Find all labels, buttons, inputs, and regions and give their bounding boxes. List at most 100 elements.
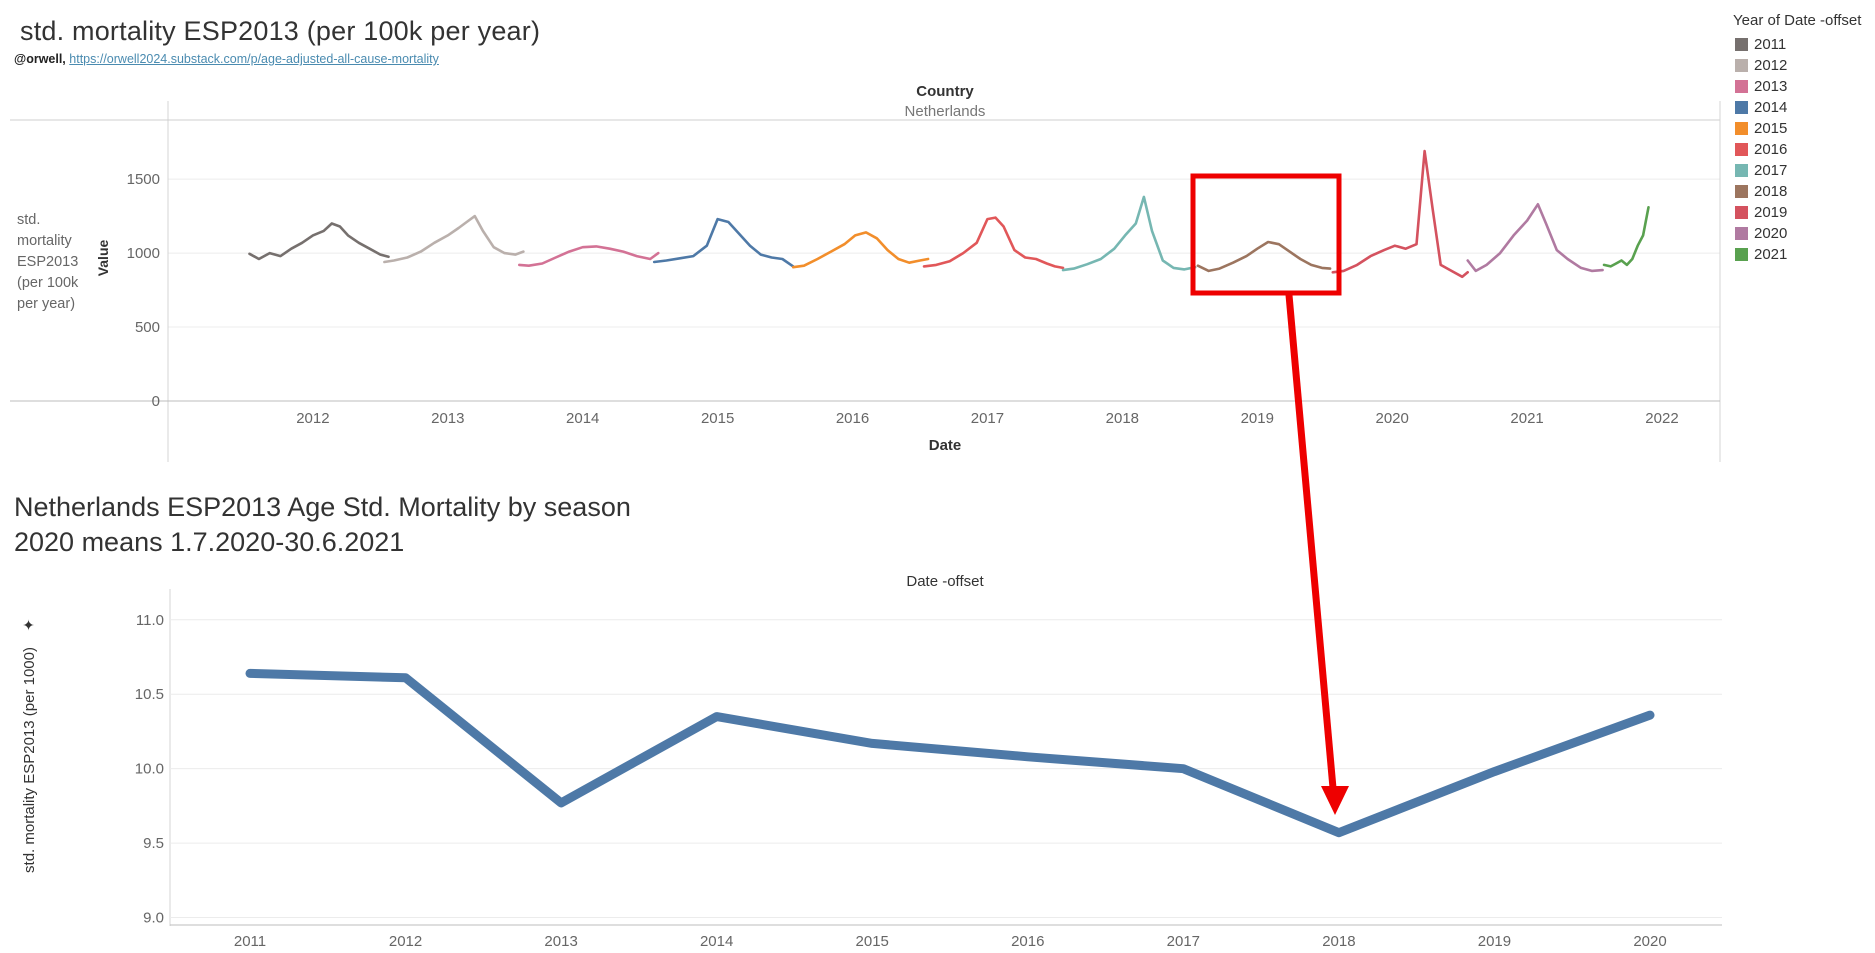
legend-item-2021[interactable]: 2021 [1733, 244, 1875, 265]
legend-item-2016[interactable]: 2016 [1733, 139, 1875, 160]
legend-item-2012[interactable]: 2012 [1733, 55, 1875, 76]
bottom-x-tick-label: 2020 [1633, 933, 1666, 950]
bottom-x-tick-label: 2018 [1322, 933, 1355, 950]
top-y-tick-label: 0 [152, 393, 160, 410]
series-line-2014[interactable] [652, 217, 795, 268]
legend-label: 2017 [1754, 162, 1788, 179]
top-x-tick-label: 2014 [566, 410, 599, 427]
bottom-x-tick-label: 2017 [1167, 933, 1200, 950]
bottom-title-line-1: Netherlands ESP2013 Age Std. Mortality b… [14, 492, 631, 522]
top-y-axis-title: Value [95, 240, 111, 277]
legend-label: 2019 [1754, 204, 1788, 221]
legend-item-2014[interactable]: 2014 [1733, 97, 1875, 118]
series-line-2016[interactable] [922, 216, 1065, 270]
bottom-y-tick-label: 10.5 [135, 686, 164, 703]
bottom-y-tick-label: 10.0 [135, 761, 164, 778]
top-x-tick-label: 2015 [701, 410, 734, 427]
top-x-tick-label: 2022 [1645, 410, 1678, 427]
bottom-x-tick-label: 2015 [856, 933, 889, 950]
legend-swatch [1735, 80, 1748, 93]
series-line-2011[interactable] [248, 222, 390, 261]
legend-label: 2016 [1754, 141, 1788, 158]
top-y-tick-label: 1500 [127, 171, 160, 188]
bottom-x-tick-label: 2012 [389, 933, 422, 950]
bottom-title-line-2: 2020 means 1.7.2020-30.6.2021 [14, 527, 405, 557]
byline: @orwell, https://orwell2024.substack.com… [14, 52, 439, 66]
bottom-chart: Date -offset std. mortality ESP2013 (per… [21, 573, 1722, 950]
top-x-axis-title: Date [929, 437, 962, 454]
legend-swatch [1735, 185, 1748, 198]
legend-swatch [1735, 227, 1748, 240]
series-line-2015[interactable] [791, 231, 930, 269]
side-label-line: per year) [17, 296, 75, 312]
legend-items: 2011 2012 2013 2014 2015 2016 2017 2018 2019 2020… [1733, 34, 1875, 265]
series-line-2012[interactable] [383, 214, 525, 264]
legend-swatch [1735, 248, 1748, 261]
top-y-tick-label: 1000 [127, 245, 160, 262]
legend-item-2015[interactable]: 2015 [1733, 118, 1875, 139]
top-x-tick-label: 2016 [836, 410, 869, 427]
legend-item-2019[interactable]: 2019 [1733, 202, 1875, 223]
country-header-value: Netherlands [905, 103, 986, 120]
series-line-2013[interactable] [518, 245, 660, 267]
bottom-series-group [245, 668, 1655, 838]
top-series-group [248, 149, 1650, 279]
legend-item-2018[interactable]: 2018 [1733, 181, 1875, 202]
series-line-2018[interactable] [1196, 240, 1332, 273]
sort-pin-icon[interactable]: ✦ [21, 619, 38, 632]
annotation-arrow-shaft [1285, 294, 1337, 789]
bottom-x-tick-label: 2013 [544, 933, 577, 950]
bottom-y-tick-label: 9.0 [143, 910, 164, 927]
chart-title: std. mortality ESP2013 (per 100k per yea… [20, 16, 541, 46]
bottom-header-label: Date -offset [906, 573, 984, 590]
top-x-tick-label: 2017 [971, 410, 1004, 427]
author-handle: @orwell, [14, 52, 66, 66]
source-link[interactable]: https://orwell2024.substack.com/p/age-ad… [69, 52, 439, 66]
series-line-2017[interactable] [1061, 195, 1197, 272]
bottom-x-tick-label: 2014 [700, 933, 733, 950]
legend-swatch [1735, 38, 1748, 51]
top-x-tick-label: 2013 [431, 410, 464, 427]
legend-title: Year of Date -offset [1733, 12, 1862, 29]
legend-item-2011[interactable]: 2011 [1733, 34, 1875, 55]
legend-label: 2015 [1754, 120, 1788, 137]
bottom-grid [170, 619, 1722, 919]
highlight-box [1190, 173, 1342, 296]
legend-item-2013[interactable]: 2013 [1733, 76, 1875, 97]
series-line-2021[interactable] [1602, 206, 1650, 268]
bottom-ticks: 9.0 9.5 10.0 10.5 11.0 2011 2012 2013 2014 2015 20… [135, 612, 1667, 950]
side-label-line: mortality [17, 233, 73, 249]
bottom-y-tick-label: 9.5 [143, 835, 164, 852]
top-x-tick-label: 2021 [1510, 410, 1543, 427]
series-line-2019[interactable] [1331, 149, 1469, 279]
annotation-arrow-head [1321, 786, 1349, 815]
top-x-tick-label: 2012 [296, 410, 329, 427]
legend: Year of Date -offset 2011 2012 2013 2014 201… [1733, 12, 1875, 265]
season-mortality-line[interactable] [245, 668, 1655, 838]
top-ticks: 0 500 1000 1500 2012 2013 2014 2015 2016 2017 2018… [127, 171, 1679, 427]
series-line-2020[interactable] [1466, 203, 1604, 273]
top-y-tick-label: 500 [135, 319, 160, 336]
top-x-tick-label: 2019 [1241, 410, 1274, 427]
top-side-label: std. mortality ESP2013 (per 100k per year) [17, 212, 79, 312]
side-label-line: ESP2013 [17, 254, 78, 270]
bottom-y-axis-title: std. mortality ESP2013 (per 1000) [21, 647, 38, 873]
side-label-line: std. [17, 212, 40, 228]
top-chart: Country Netherlands Date Value std. morta… [10, 83, 1721, 462]
legend-item-2020[interactable]: 2020 [1733, 223, 1875, 244]
legend-item-2017[interactable]: 2017 [1733, 160, 1875, 181]
legend-label: 2021 [1754, 246, 1788, 263]
bottom-x-tick-label: 2011 [234, 933, 266, 950]
top-x-tick-label: 2018 [1106, 410, 1139, 427]
legend-label: 2011 [1754, 36, 1787, 53]
country-header-label: Country [916, 83, 974, 100]
legend-label: 2012 [1754, 57, 1788, 74]
legend-label: 2013 [1754, 78, 1788, 95]
legend-label: 2020 [1754, 225, 1788, 242]
legend-swatch [1735, 122, 1748, 135]
bottom-title: Netherlands ESP2013 Age Std. Mortality b… [14, 490, 631, 560]
legend-swatch [1735, 143, 1748, 156]
top-grid [168, 178, 1720, 328]
legend-swatch [1735, 59, 1748, 72]
